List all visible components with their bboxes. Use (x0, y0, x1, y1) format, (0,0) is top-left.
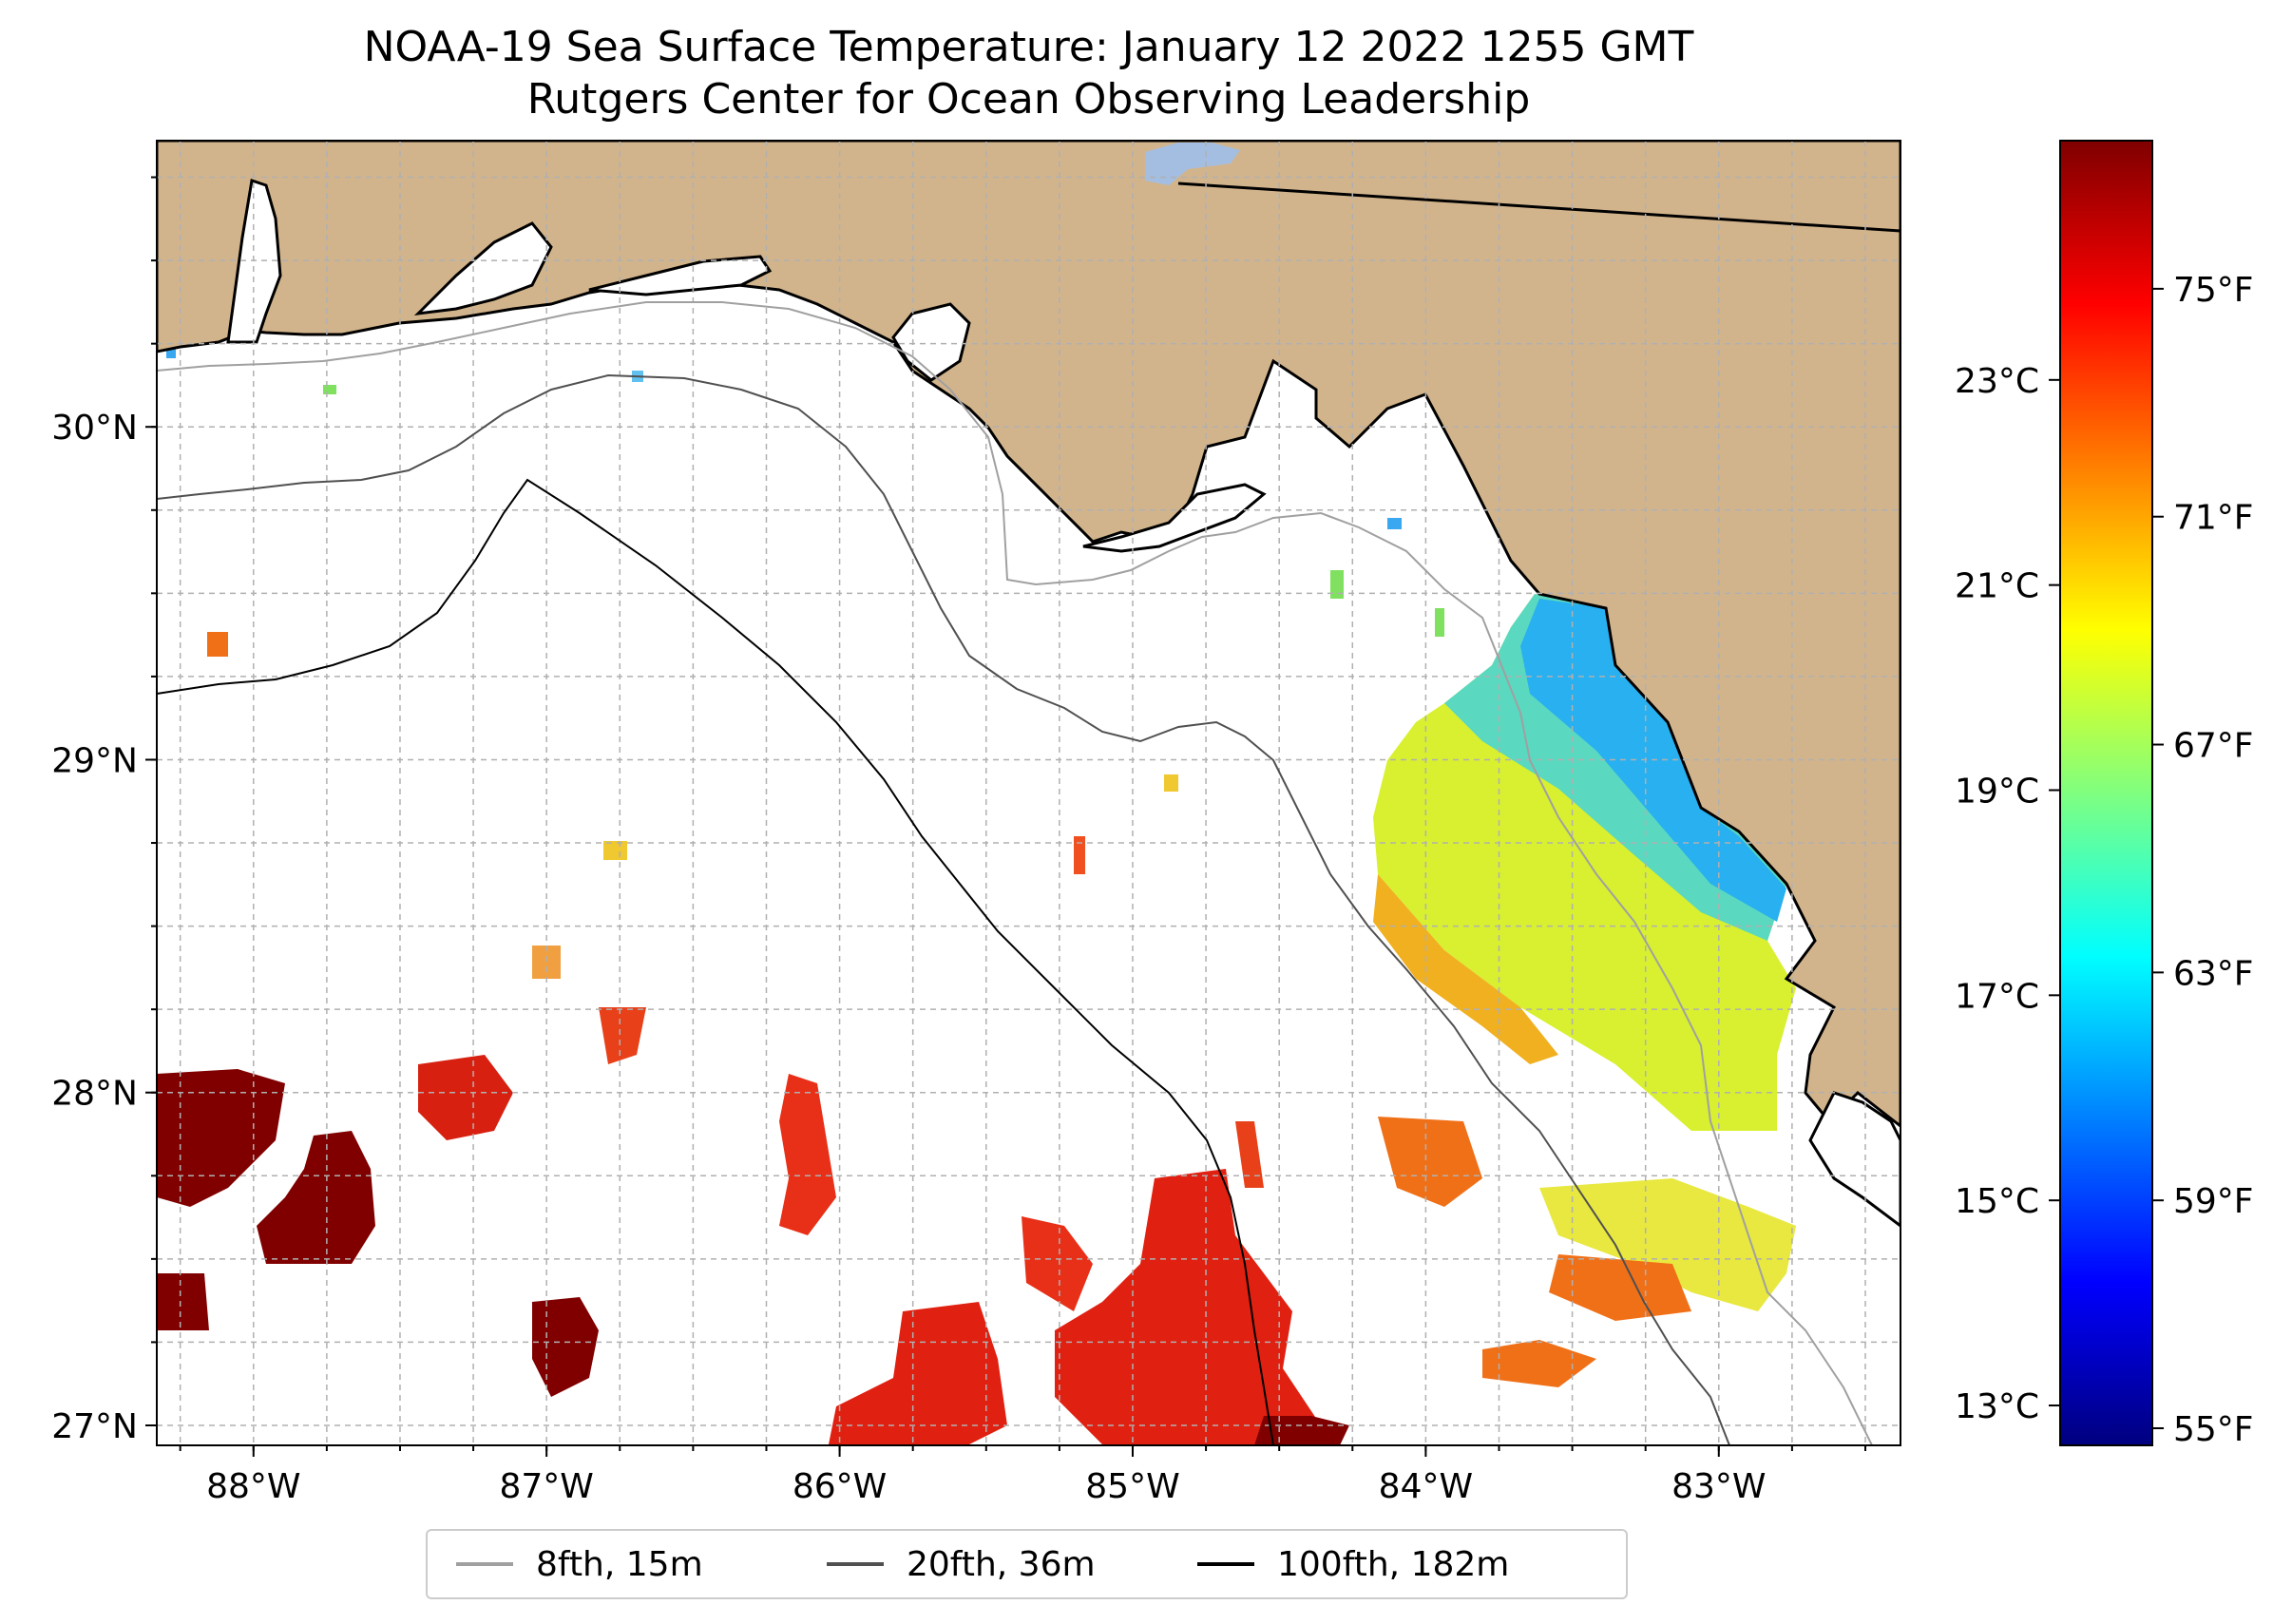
colorbar-f-label: 67°F (2173, 727, 2254, 766)
land-apalachee-bay (1082, 483, 1267, 553)
colorbar-gradient (2059, 140, 2153, 1446)
colorbar-c-label: 15°C (1955, 1182, 2039, 1221)
x-tick-label: 86°W (793, 1467, 887, 1506)
legend-line-swatch (827, 1562, 884, 1566)
colorbar-f-label: 75°F (2173, 271, 2254, 310)
colorbar-f-label: 71°F (2173, 499, 2254, 538)
colorbar-f-label: 63°F (2173, 954, 2254, 993)
sst-patch-red-2 (828, 1302, 1007, 1445)
graticule (157, 141, 1900, 1445)
colorbar-ticks: 55°F 59°F 63°F 67°F 71°F 75°F 13°C 15°C 17°C 19°C… (1955, 271, 2253, 1449)
y-tick-label: 30°N (51, 409, 138, 448)
sst-patch-shelf-warm (1373, 874, 1558, 1064)
sst-patch-south-orange (1378, 1117, 1691, 1387)
legend-item: 100fth, 182m (1197, 1531, 1509, 1597)
sst-pixel (166, 347, 176, 358)
land-bay-2 (588, 255, 773, 296)
legend-item: 8fth, 15m (456, 1531, 703, 1597)
sst-patch-red-5 (418, 1055, 513, 1140)
x-tick-label: 87°W (499, 1467, 593, 1506)
sst-patch-red-6 (599, 1007, 646, 1064)
sst-pixel (1330, 570, 1344, 599)
legend-label: 100fth, 182m (1277, 1544, 1510, 1584)
sst-patch-darkred-4 (532, 1297, 599, 1397)
chart-subtitle: Rutgers Center for Ocean Observing Leade… (526, 75, 1531, 124)
sst-patch-south-yellow (1539, 1178, 1796, 1311)
map-panel (157, 141, 1900, 1445)
sst-patch-red-3 (1022, 1216, 1093, 1311)
chart-title: NOAA-19 Sea Surface Temperature: January… (363, 23, 1694, 71)
sst-pixel (1435, 608, 1444, 637)
y-tick-label: 27°N (51, 1407, 138, 1446)
colorbar-c-label: 17°C (1955, 977, 2039, 1016)
sst-patch-darkred-2 (257, 1131, 375, 1264)
sst-pixel (603, 841, 627, 860)
x-tick-label: 83°W (1671, 1467, 1766, 1506)
map-frame (156, 140, 1901, 1446)
land-mainland (157, 141, 1900, 1128)
sst-patch-red-4 (779, 1074, 836, 1235)
legend-line-swatch (1197, 1562, 1254, 1566)
x-tick-label: 85°W (1085, 1467, 1179, 1506)
state-boundary-line (1177, 182, 1900, 233)
isobath-layer (157, 301, 1873, 1445)
colorbar-f-label: 55°F (2173, 1410, 2254, 1449)
x-tick-label: 84°W (1379, 1467, 1473, 1506)
axis-ticks (145, 176, 1866, 1457)
legend-line-swatch (456, 1562, 513, 1566)
colorbar-c-label: 19°C (1955, 773, 2039, 812)
colorbar-c-label: 21°C (1955, 567, 2039, 606)
legend-label: 20fth, 36m (907, 1544, 1096, 1584)
sst-pixel (207, 632, 228, 657)
colorbar: 55°F 59°F 63°F 67°F 71°F 75°F 13°C 15°C 17°C 19°C… (1955, 140, 2254, 1449)
sst-pixel (1164, 774, 1178, 792)
legend-item: 20fth, 36m (827, 1531, 1096, 1597)
x-tick-label: 88°W (206, 1467, 300, 1506)
sst-patch-red-1 (1055, 1169, 1321, 1445)
legend-label: 8fth, 15m (536, 1544, 703, 1584)
lake-polygon (1145, 143, 1240, 185)
y-tick-label: 29°N (51, 741, 138, 780)
sst-pixel (1074, 836, 1085, 874)
colorbar-c-label: 13°C (1955, 1387, 2039, 1426)
isobath-8fth (157, 301, 1873, 1445)
y-tick-label: 28°N (51, 1075, 138, 1114)
colorbar-f-label: 59°F (2173, 1182, 2254, 1221)
land-bay-1 (413, 221, 553, 316)
sst-pixel (1387, 518, 1402, 529)
sst-patch-red-7 (1235, 1121, 1264, 1188)
sst-pixel (323, 385, 336, 394)
sst-patch-darkred-3 (157, 1273, 209, 1330)
isobath-legend: 8fth, 15m 20fth, 36m 100fth, 182m (426, 1529, 1628, 1599)
land-tampa-bay (1808, 1091, 1900, 1228)
latitude-tick-labels: 30°N 29°N 28°N 27°N (51, 409, 138, 1446)
isobath-100fth (157, 478, 1274, 1445)
isobath-20fth (157, 373, 1730, 1445)
longitude-tick-labels: 88°W 87°W 86°W 85°W 84°W 83°W (206, 1467, 1766, 1506)
colorbar-c-label: 23°C (1955, 362, 2039, 401)
sst-patch-darkred-5 (1254, 1416, 1349, 1445)
